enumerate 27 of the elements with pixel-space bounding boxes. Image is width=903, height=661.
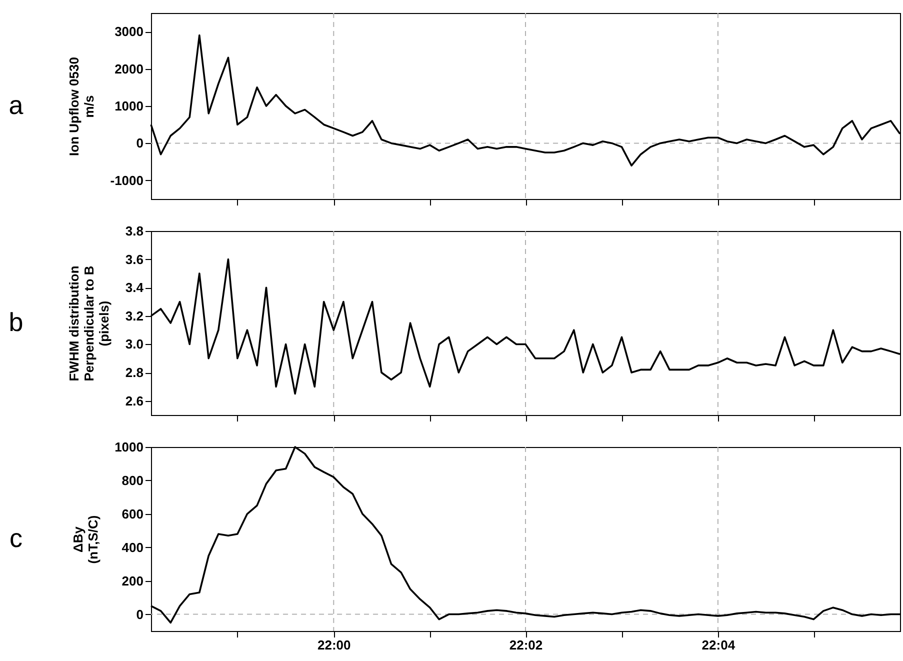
y-axis-title: FWHM distribution Perpendicular to B (pixels) — [66, 266, 112, 382]
y-tick-label: 1000 — [114, 440, 144, 454]
y-tick-label: 0 — [136, 606, 144, 622]
y-axis-title: ΔBy (nT,S/C) — [70, 515, 101, 564]
y-tick-label: -1000 — [110, 172, 144, 188]
text: b — [8, 307, 24, 337]
y-tick-label: 2.8 — [125, 365, 144, 380]
y-tick-label: 600 — [122, 506, 144, 522]
y-tick-label: 2000 — [114, 61, 144, 76]
y-tick-label: 3.2 — [125, 308, 144, 324]
y-tick-label: 800 — [122, 472, 144, 488]
y-tick-label: 3000 — [114, 24, 144, 40]
y-tick-label: 2.6 — [125, 393, 144, 408]
y-tick-label: 3.6 — [125, 252, 144, 267]
y-tick-label: 3.8 — [125, 224, 144, 238]
text: c — [10, 523, 22, 553]
y-tick-label: 0 — [136, 136, 144, 151]
x-tick-label: 22:04 — [702, 638, 736, 652]
x-tick-label: 22:00 — [318, 638, 351, 652]
y-tick-label: 3.4 — [125, 280, 144, 296]
y-tick-label: 200 — [122, 573, 144, 588]
y-tick-label: 3.0 — [125, 336, 144, 352]
y-axis-title: Ion Upflow 0530 m/s — [66, 57, 96, 156]
x-tick-label: 22:02 — [509, 638, 543, 652]
text: a — [8, 90, 24, 120]
y-tick-label: 400 — [122, 540, 144, 555]
y-tick-label: 1000 — [114, 98, 144, 114]
